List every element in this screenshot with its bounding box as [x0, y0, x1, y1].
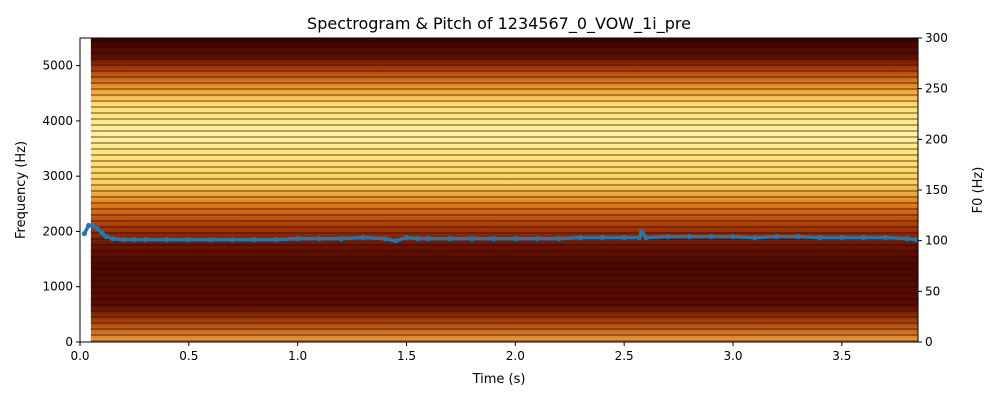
- x-tick-label: 3.0: [723, 349, 742, 363]
- spectrogram-harmonics: [90, 38, 918, 342]
- x-tick-label: 0.5: [179, 349, 198, 363]
- y-left-tick-label: 4000: [42, 114, 73, 128]
- pitch-series: [81, 222, 918, 244]
- y-left-tick-label: 3000: [42, 169, 73, 183]
- y-right-tick-label: 100: [925, 234, 948, 248]
- y-left-tick-label: 2000: [42, 224, 73, 238]
- y-axis-right: 0 50 100 150 200 250 300: [918, 31, 948, 349]
- x-tick-label: 1.5: [397, 349, 416, 363]
- y-right-tick-label: 50: [925, 284, 940, 298]
- y-right-tick-label: 300: [925, 31, 948, 45]
- y-right-tick-label: 200: [925, 132, 948, 146]
- chart-title: Spectrogram & Pitch of 1234567_0_VOW_1i_…: [307, 14, 691, 34]
- y-left-tick-label: 5000: [42, 59, 73, 73]
- y-axis-right-label: F0 (Hz): [971, 167, 986, 214]
- y-left-tick-label: 0: [65, 335, 73, 349]
- y-left-tick-label: 1000: [42, 280, 73, 294]
- x-tick-label: 2.0: [506, 349, 525, 363]
- y-right-tick-label: 0: [925, 335, 933, 349]
- pitch-line: [82, 223, 917, 243]
- x-axis-label: Time (s): [472, 372, 526, 387]
- x-tick-label: 3.5: [832, 349, 851, 363]
- x-tick-label: 1.0: [288, 349, 307, 363]
- x-axis: 0.0 0.5 1.0 1.5 2.0 2.5 3.0 3.5: [70, 342, 851, 363]
- x-tick-label: 2.5: [615, 349, 634, 363]
- x-tick-label: 0.0: [70, 349, 89, 363]
- y-right-tick-label: 150: [925, 183, 948, 197]
- y-right-tick-label: 250: [925, 82, 948, 96]
- y-axis-left-label: Frequency (Hz): [14, 141, 29, 239]
- y-axis-left: 0 1000 2000 3000 4000 5000: [42, 59, 80, 349]
